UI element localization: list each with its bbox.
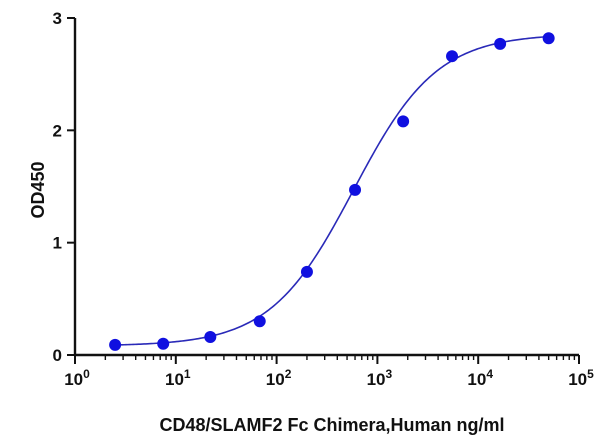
data-point (109, 338, 122, 351)
y-tick-label: 2 (53, 121, 62, 140)
x-tick-label: 102 (266, 367, 292, 389)
data-point (204, 331, 217, 344)
data-points (109, 32, 555, 351)
x-tick-labels: 100 101 102 103 104 105 (64, 367, 594, 389)
data-point (157, 337, 170, 350)
y-tick-labels: 0 1 2 3 (53, 9, 62, 365)
data-point (494, 37, 507, 50)
fit-curve (115, 35, 549, 346)
data-point (349, 183, 362, 196)
data-point (542, 32, 555, 45)
x-tick-label: 104 (467, 367, 493, 389)
y-axis-label: OD450 (28, 161, 48, 218)
y-major-ticks (67, 17, 75, 356)
y-tick-label: 3 (53, 9, 62, 28)
y-tick-label: 1 (53, 234, 62, 253)
x-tick-label: 100 (64, 367, 90, 389)
x-tick-label: 101 (165, 367, 191, 389)
data-point (397, 115, 410, 128)
data-point (253, 315, 266, 328)
y-tick-label: 0 (53, 346, 62, 365)
x-tick-label: 105 (568, 367, 594, 389)
x-major-ticks (74, 355, 580, 364)
x-axis-label: CD48/SLAMF2 Fc Chimera,Human ng/ml (159, 415, 504, 435)
x-tick-label: 103 (367, 367, 393, 389)
data-point (446, 50, 459, 63)
data-point (300, 265, 313, 278)
